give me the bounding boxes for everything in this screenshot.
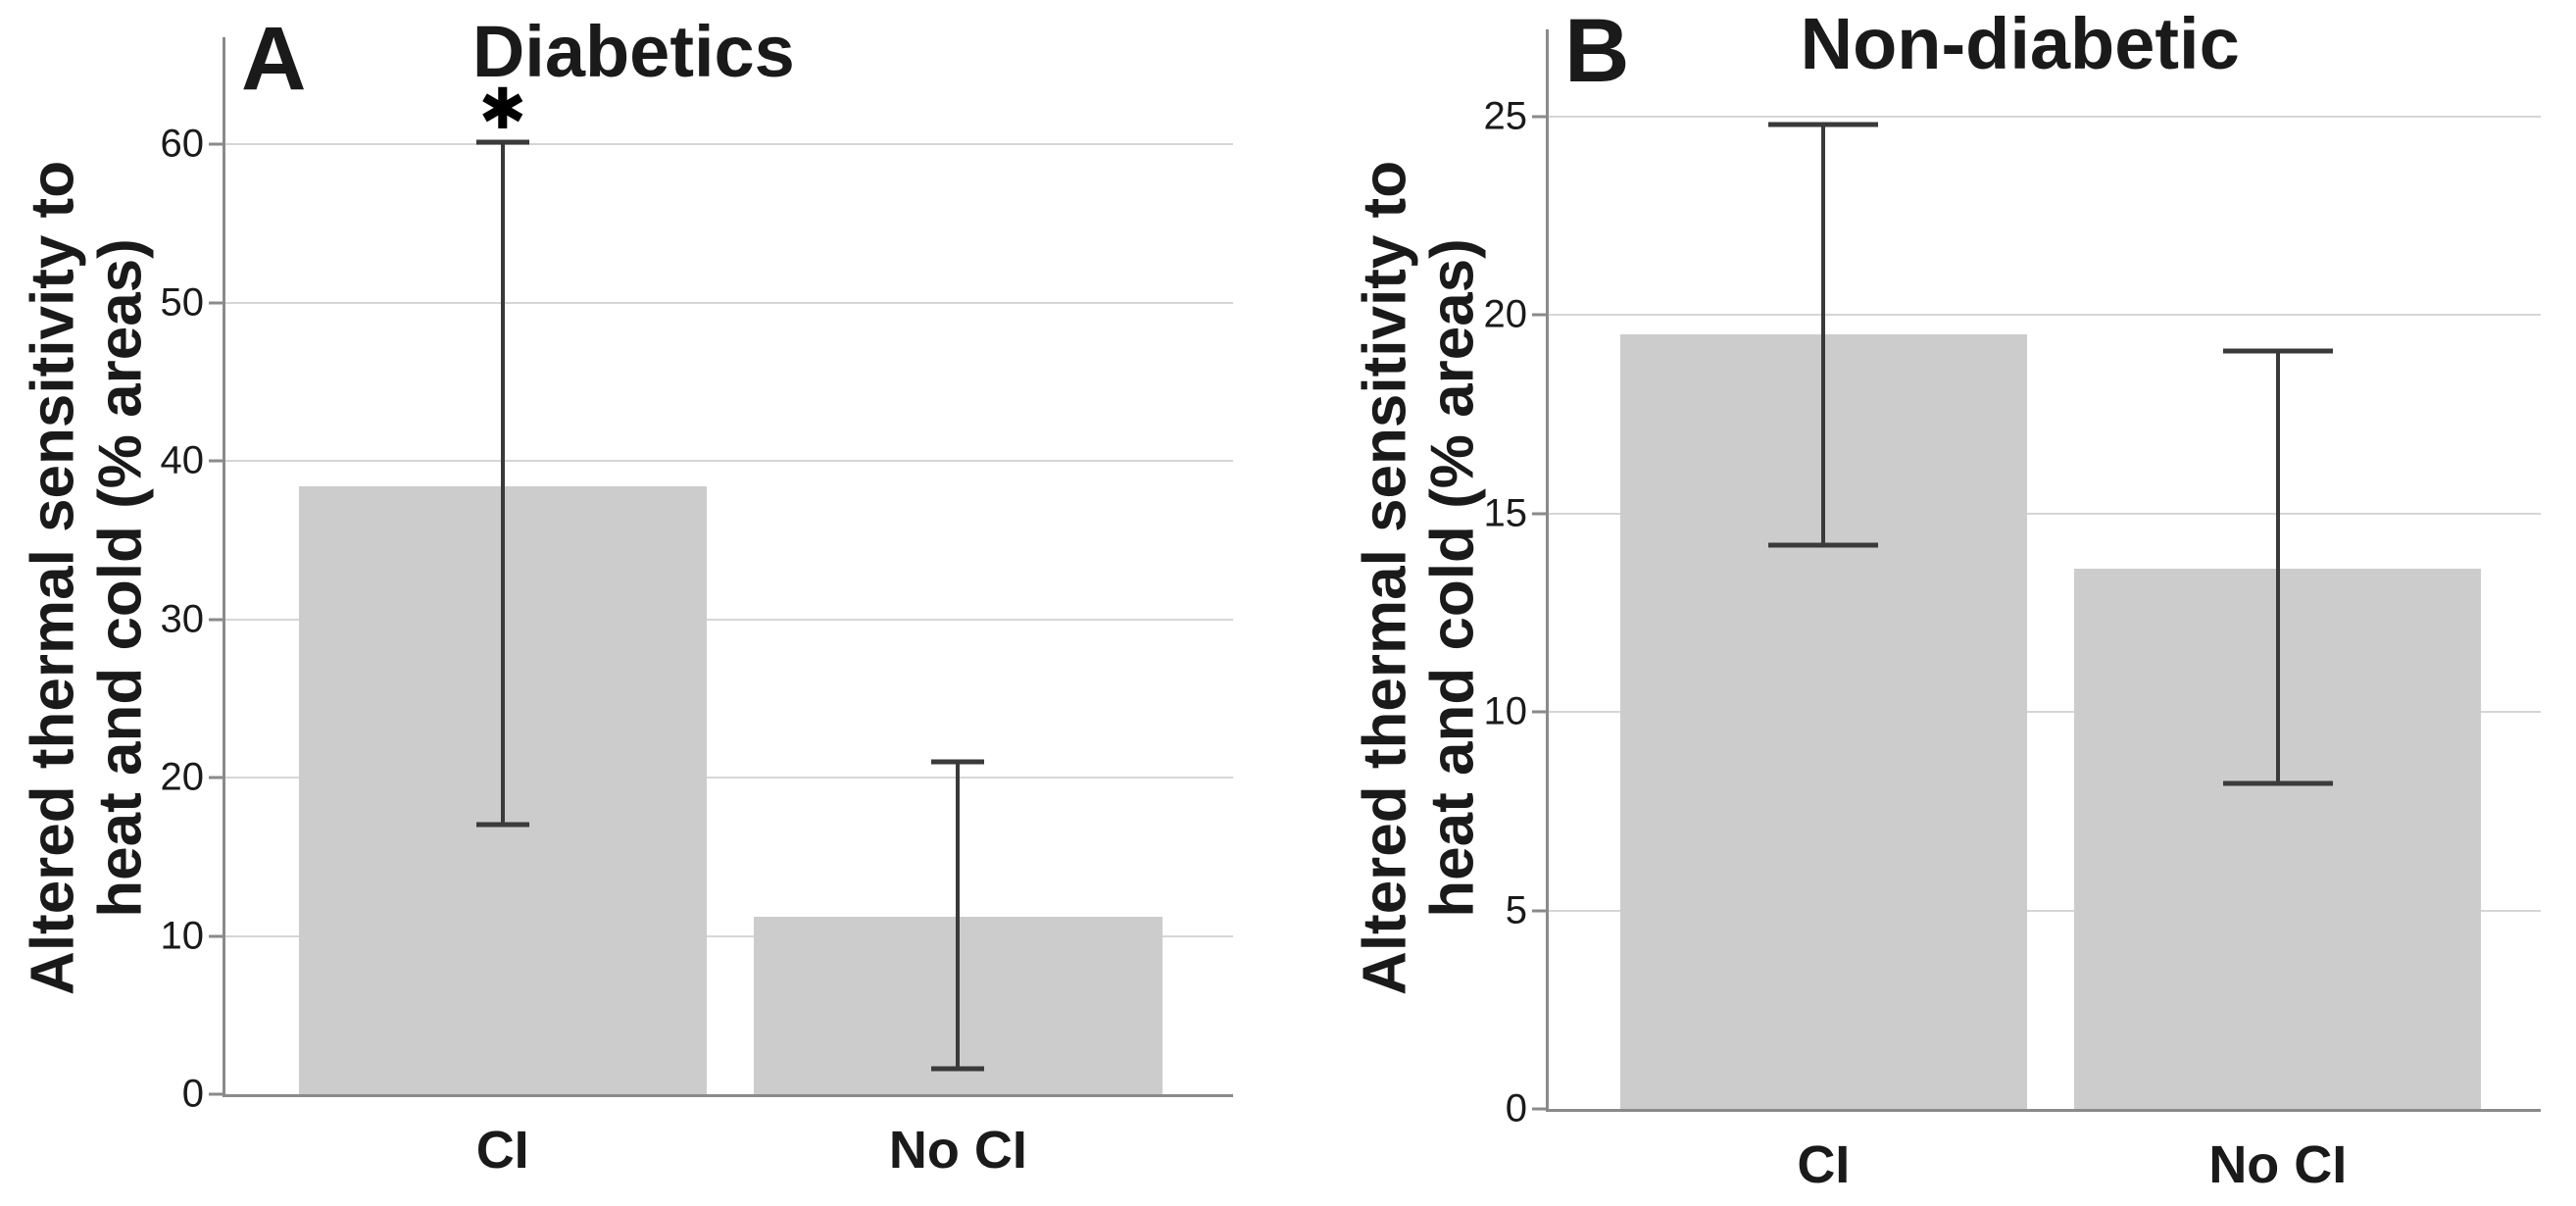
y-tick-label: 30 [160, 597, 205, 640]
y-tick-mark [209, 459, 223, 463]
y-tick-label: 15 [1483, 491, 1528, 535]
panel-title-non-diabetic: Non-diabetic [1800, 3, 2240, 84]
y-tick-label: 5 [1505, 888, 1527, 932]
error-bar-line [1821, 124, 1826, 545]
y-tick-label: 60 [160, 122, 205, 166]
x-category-label: CI [1797, 1135, 1851, 1194]
y-tick-mark [1532, 115, 1546, 119]
y-tick-mark [1532, 909, 1546, 913]
y-gridline [1549, 115, 2541, 118]
y-tick-mark [1532, 1107, 1546, 1111]
y-axis-label: Altered thermal sensitivity to heat and … [1352, 117, 1488, 1038]
x-axis-line [223, 1094, 1233, 1097]
y-tick-mark [1532, 512, 1546, 516]
y-tick-label: 10 [1483, 689, 1528, 733]
y-gridline [1549, 314, 2541, 317]
x-axis-line [1546, 1109, 2541, 1112]
y-gridline [225, 460, 1233, 462]
x-category-label: CI [475, 1121, 529, 1180]
error-bar-cap-top [931, 759, 985, 765]
y-gridline [225, 934, 1233, 937]
panel-letter-b: B [1564, 1, 1630, 101]
y-axis-label-line1: Altered thermal sensitivity to [1351, 160, 1419, 995]
y-tick-label: 25 [1483, 94, 1528, 138]
y-tick-label: 10 [160, 914, 205, 957]
significance-asterisk: ✱ [478, 77, 526, 142]
y-tick-mark [209, 142, 223, 146]
error-bar-cap-top [1768, 122, 1879, 127]
y-gridline [225, 777, 1233, 779]
x-category-label: No CI [888, 1121, 1027, 1180]
y-tick-label: 20 [160, 755, 205, 799]
error-bar-cap-bottom [931, 1066, 985, 1072]
y-gridline [225, 301, 1233, 304]
y-tick-mark [209, 934, 223, 937]
panel-title-diabetics: Diabetics [471, 11, 795, 92]
error-bar-line [500, 142, 505, 826]
error-bar-cap-top [2222, 348, 2333, 354]
plot-area-non-diabetic: B Non-diabetic 0 5 10 15 20 25 CI No CI [1484, 6, 2541, 1194]
y-gridline [225, 618, 1233, 621]
y-tick-label: 50 [160, 280, 205, 324]
error-bar-cap-bottom [1768, 542, 1879, 548]
y-tick-mark [1532, 710, 1546, 714]
error-bar-cap-top [475, 139, 529, 145]
plot-area-diabetics: A Diabetics 0 10 20 30 40 50 60 CI No CI ✱ [161, 14, 1233, 1180]
y-axis-line [223, 37, 225, 1097]
panel-letter-a: A [241, 9, 307, 109]
error-bar-line [956, 761, 961, 1070]
y-gridline [1549, 909, 2541, 912]
y-tick-label: 0 [1505, 1086, 1527, 1131]
error-bar-cap-bottom [475, 822, 529, 828]
error-bar-cap-bottom [2222, 780, 2333, 786]
y-axis-label-line2: heat and cold (% areas) [1419, 238, 1487, 918]
y-tick-label: 40 [160, 438, 205, 482]
y-tick-label: 20 [1483, 292, 1528, 336]
y-tick-label: 0 [181, 1072, 204, 1116]
y-gridline [225, 143, 1233, 145]
y-axis-label: Altered thermal sensitivity to heat and … [20, 117, 156, 1038]
y-tick-mark [209, 301, 223, 304]
y-tick-mark [1532, 313, 1546, 317]
error-bar-line [2275, 350, 2280, 783]
y-axis-label-line1: Altered thermal sensitivity to [19, 160, 87, 995]
y-tick-mark [209, 1092, 223, 1096]
y-gridline [1549, 512, 2541, 515]
y-tick-mark [209, 776, 223, 779]
x-category-label: No CI [2208, 1135, 2348, 1194]
y-axis-line [1546, 29, 1549, 1112]
y-gridline [1549, 711, 2541, 714]
y-tick-mark [209, 618, 223, 621]
y-axis-label-line2: heat and cold (% areas) [87, 238, 155, 918]
